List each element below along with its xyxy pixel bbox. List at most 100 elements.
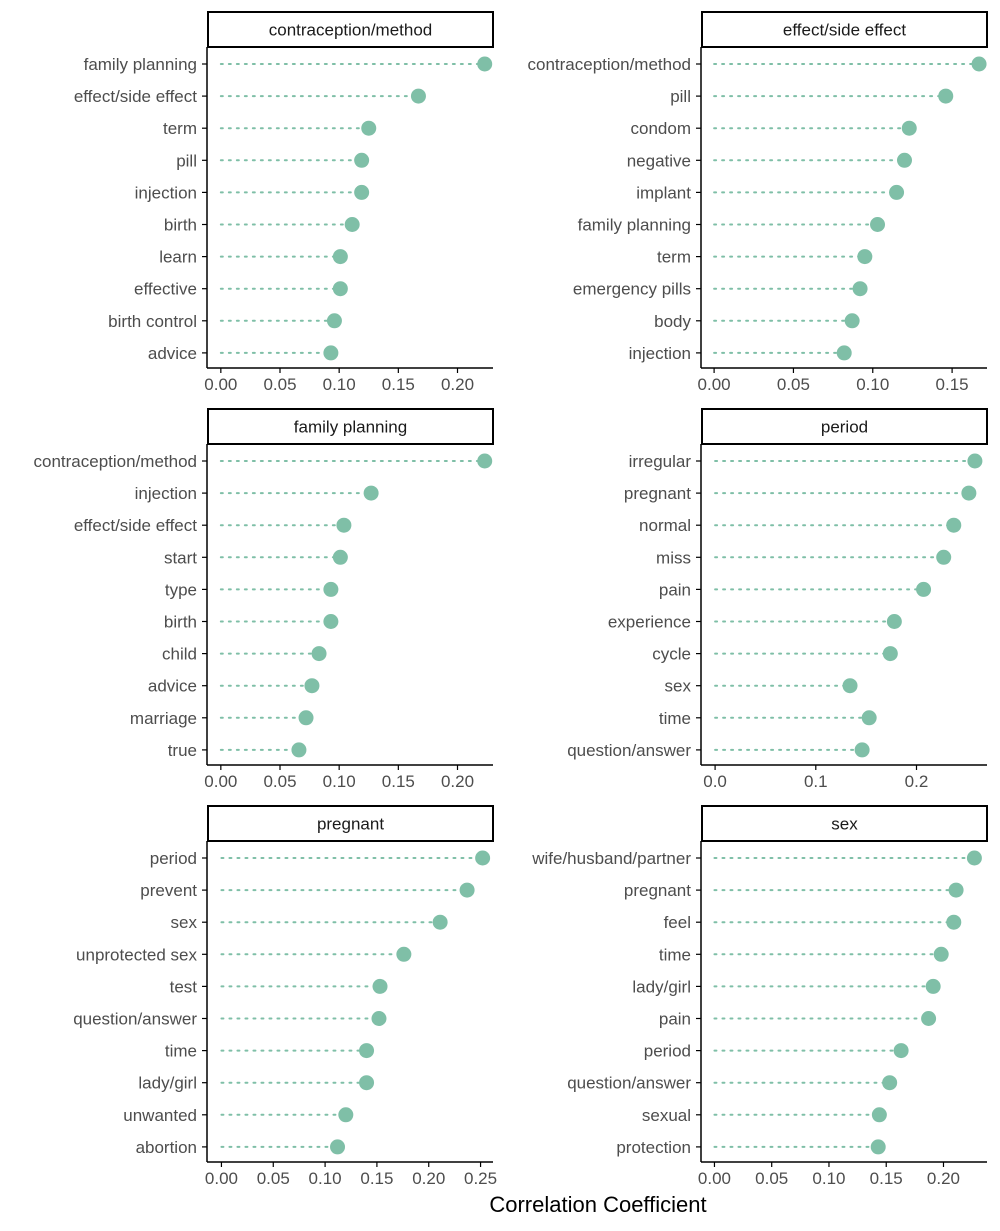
- lollipop-point: [938, 88, 954, 104]
- category-label: negative: [627, 151, 691, 170]
- lollipop-point: [326, 313, 342, 329]
- lollipop-point: [432, 914, 448, 930]
- facet-title: effect/side effect: [783, 21, 906, 40]
- category-label: pregnant: [624, 484, 691, 503]
- lollipop-point: [882, 1075, 898, 1091]
- lollipop-point: [361, 120, 377, 136]
- category-label: pregnant: [624, 881, 691, 900]
- lollipop-point: [842, 678, 858, 694]
- lollipop-point: [332, 549, 348, 565]
- facet-panel: contraception/method 0.00 0.05 0.10 0.15 0.20…: [74, 11, 494, 394]
- category-label: emergency pills: [573, 280, 691, 299]
- category-label: time: [659, 709, 691, 728]
- category-label: lady/girl: [632, 977, 691, 996]
- x-tick-label: 0.00: [205, 1169, 238, 1188]
- lollipop-point: [477, 453, 493, 469]
- facet-strip: [701, 11, 988, 48]
- category-label: learn: [159, 248, 197, 267]
- category-label: pain: [659, 1010, 691, 1029]
- x-tick-label: 0.00: [204, 772, 237, 791]
- category-label: unwanted: [123, 1106, 197, 1125]
- lollipop-point: [893, 1043, 909, 1059]
- lollipop-point: [354, 152, 370, 168]
- x-tick-label: 0.20: [441, 772, 474, 791]
- category-label: implant: [636, 183, 691, 202]
- category-label: contraception/method: [528, 55, 692, 74]
- lollipop-point: [477, 56, 493, 72]
- category-label: family planning: [84, 55, 197, 74]
- lollipop-point: [854, 742, 870, 758]
- x-tick-label: 0.05: [755, 1169, 788, 1188]
- category-label: irregular: [629, 452, 692, 471]
- facet-strip: [701, 805, 988, 842]
- category-label: question/answer: [567, 741, 691, 760]
- category-label: contraception/method: [34, 452, 198, 471]
- x-tick-label: 0.05: [257, 1169, 290, 1188]
- category-label: prevent: [140, 881, 197, 900]
- category-label: experience: [608, 613, 691, 632]
- lollipop-point: [359, 1043, 375, 1059]
- category-label: birth: [164, 613, 197, 632]
- lollipop-point: [323, 345, 339, 361]
- lollipop-point: [330, 1139, 346, 1155]
- x-tick-label: 0.05: [263, 772, 296, 791]
- category-label: pain: [659, 580, 691, 599]
- category-label: test: [170, 977, 198, 996]
- x-tick-label: 0.10: [309, 1169, 342, 1188]
- x-tick-label: 0.05: [777, 375, 810, 394]
- lollipop-point: [844, 313, 860, 329]
- category-label: effective: [134, 280, 197, 299]
- lollipop-point: [896, 152, 912, 168]
- category-label: sex: [665, 677, 692, 696]
- lollipop-point: [916, 581, 932, 597]
- lollipop-point: [936, 549, 952, 565]
- x-tick-label: 0.10: [856, 375, 889, 394]
- category-label: miss: [656, 548, 691, 567]
- lollipop-point: [925, 978, 941, 994]
- lollipop-point: [396, 946, 412, 962]
- lollipop-point: [971, 56, 987, 72]
- lollipop-point: [304, 678, 320, 694]
- lollipop-point: [323, 614, 339, 629]
- lollipop-point: [336, 517, 352, 533]
- lollipop-point: [298, 710, 314, 726]
- lollipop-point: [323, 581, 339, 597]
- lollipop-point: [961, 485, 977, 501]
- category-label: marriage: [130, 709, 197, 728]
- facet-panel: period 0.0 0.1 0.2 irregular pregnant normal mi…: [567, 408, 988, 791]
- category-label: period: [150, 849, 197, 868]
- category-label: normal: [639, 516, 691, 535]
- category-label: lady/girl: [138, 1074, 197, 1093]
- x-tick-label: 0.00: [698, 375, 731, 394]
- x-tick-label: 0.15: [382, 772, 415, 791]
- x-tick-label: 0.2: [905, 772, 929, 791]
- facet-title: pregnant: [317, 815, 384, 834]
- x-tick-label: 0.20: [927, 1169, 960, 1188]
- facet-title: sex: [831, 815, 858, 834]
- lollipop-point: [870, 217, 886, 232]
- lollipop-point: [338, 1107, 354, 1123]
- lollipop-point: [886, 614, 902, 629]
- lollipop-point: [311, 646, 327, 662]
- category-label: advice: [148, 677, 197, 696]
- category-label: sexual: [642, 1106, 691, 1125]
- x-tick-label: 0.0: [703, 772, 727, 791]
- facet-title: family planning: [294, 418, 407, 437]
- category-label: term: [657, 248, 691, 267]
- lollipop-point: [475, 850, 491, 866]
- lollipop-point: [344, 217, 360, 232]
- category-label: sex: [171, 913, 198, 932]
- category-label: injection: [135, 183, 197, 202]
- lollipop-point: [332, 249, 348, 265]
- facet-strip: [701, 408, 988, 445]
- category-label: injection: [629, 344, 691, 363]
- lollipop-point: [861, 710, 877, 726]
- facet-strip: [207, 408, 494, 445]
- lollipop-point: [946, 517, 962, 533]
- category-label: cycle: [652, 645, 691, 664]
- category-label: effect/side effect: [74, 87, 197, 106]
- category-label: advice: [148, 344, 197, 363]
- lollipop-point: [882, 646, 898, 662]
